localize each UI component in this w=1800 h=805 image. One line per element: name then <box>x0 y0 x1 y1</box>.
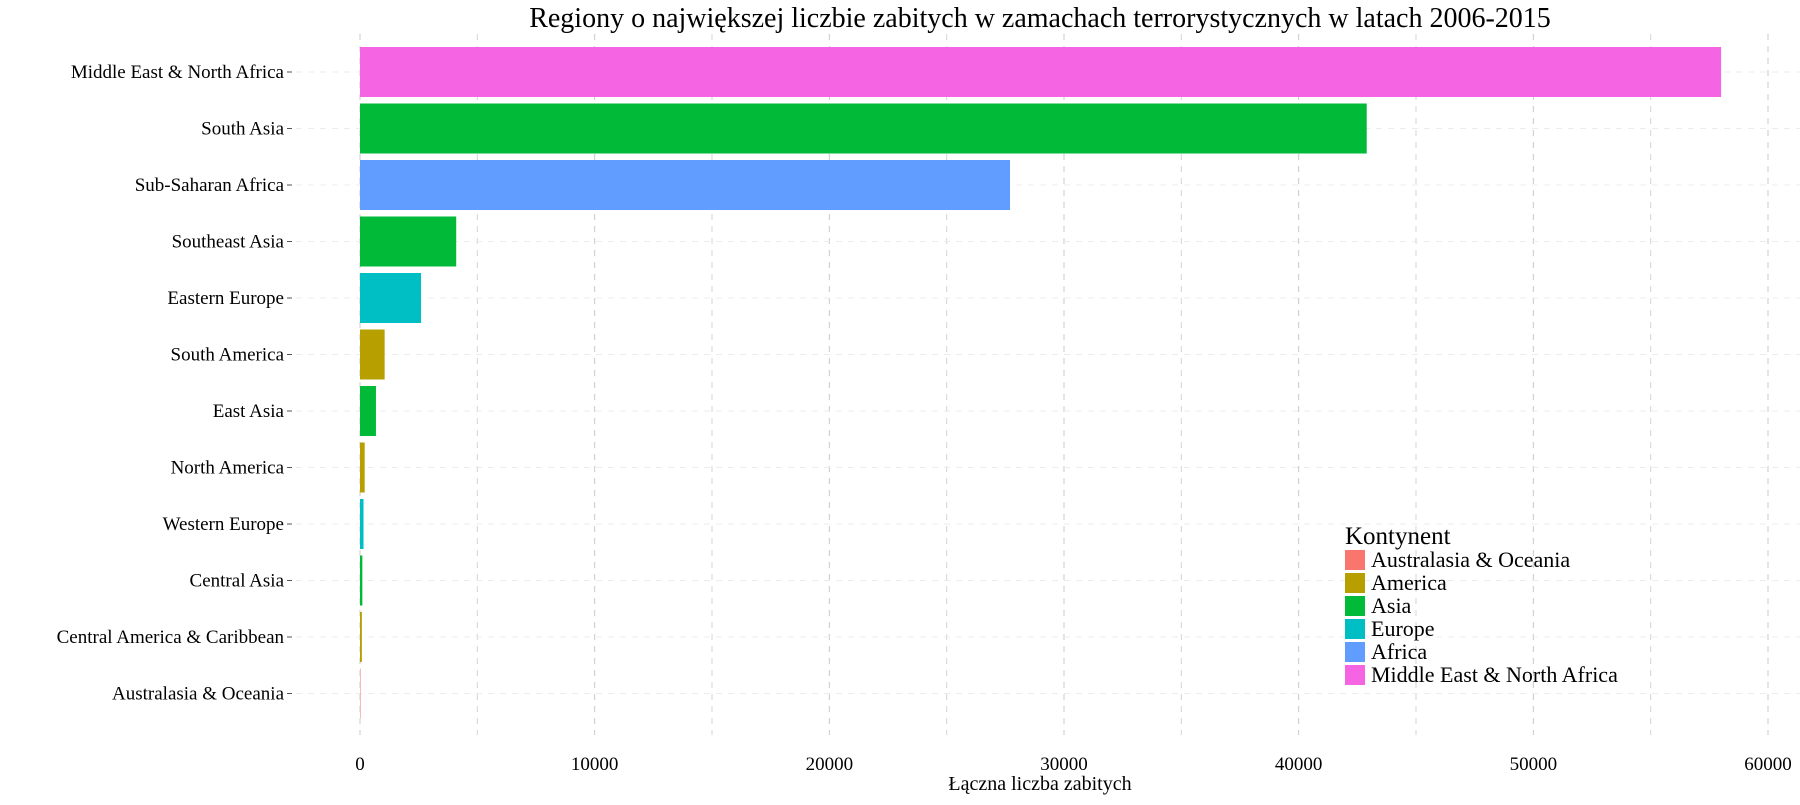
y-tick-label: Eastern Europe <box>167 288 284 309</box>
x-tick-label: 50000 <box>1510 754 1558 775</box>
y-tick-label: South America <box>171 345 285 366</box>
bars <box>360 47 1722 719</box>
legend-label: Africa <box>1371 639 1427 664</box>
bar <box>360 47 1722 97</box>
y-tick-label: Middle East & North Africa <box>71 62 285 83</box>
x-tick-label: 0 <box>355 754 365 775</box>
x-tick-label: 40000 <box>1275 754 1323 775</box>
x-axis-title: Łączna liczba zabitych <box>948 773 1131 795</box>
y-tick-label: Central America & Caribbean <box>57 627 285 648</box>
bar <box>360 386 376 436</box>
y-tick-label: Australasia & Oceania <box>112 684 285 705</box>
bar <box>360 612 362 662</box>
x-tick-label: 60000 <box>1744 754 1792 775</box>
legend-swatch <box>1345 619 1365 639</box>
y-axis: Middle East & North Africa South Asia Sub-… <box>57 62 292 705</box>
legend-swatch <box>1345 596 1365 616</box>
x-tick-label: 20000 <box>806 754 854 775</box>
legend-title: Kontynent <box>1345 523 1451 550</box>
bar <box>360 329 385 380</box>
x-tick-label: 10000 <box>571 754 619 775</box>
bar <box>360 103 1367 154</box>
y-tick-label: South Asia <box>201 119 284 140</box>
legend-swatch <box>1345 550 1365 570</box>
legend-label: Asia <box>1371 593 1412 618</box>
x-axis: 0 10000 20000 30000 40000 50000 60000 <box>355 754 1792 775</box>
legend-label: America <box>1371 570 1447 595</box>
legend-swatch <box>1345 573 1365 593</box>
bar <box>360 668 361 719</box>
x-tick-label: 30000 <box>1040 754 1088 775</box>
legend-label: Europe <box>1371 616 1435 641</box>
y-tick-label: North America <box>171 458 285 479</box>
legend-label: Australasia & Oceania <box>1371 547 1570 572</box>
bar <box>360 555 363 606</box>
bar <box>360 160 1011 210</box>
y-tick-label: Western Europe <box>163 514 284 535</box>
y-tick-label: Sub-Saharan Africa <box>135 175 285 196</box>
y-tick-label: Southeast Asia <box>172 232 285 253</box>
bar <box>360 216 457 267</box>
legend-swatch <box>1345 642 1365 662</box>
legend: Kontynent Australasia & OceaniaAmericaAs… <box>1345 523 1618 687</box>
legend-swatch <box>1345 665 1365 685</box>
bar <box>360 442 365 493</box>
chart-title: Regiony o największej liczbie zabitych w… <box>529 3 1551 34</box>
bar <box>360 273 422 323</box>
y-tick-label: Central Asia <box>190 571 285 592</box>
legend-label: Middle East & North Africa <box>1371 662 1618 687</box>
bar <box>360 499 364 549</box>
y-tick-label: East Asia <box>213 401 285 422</box>
